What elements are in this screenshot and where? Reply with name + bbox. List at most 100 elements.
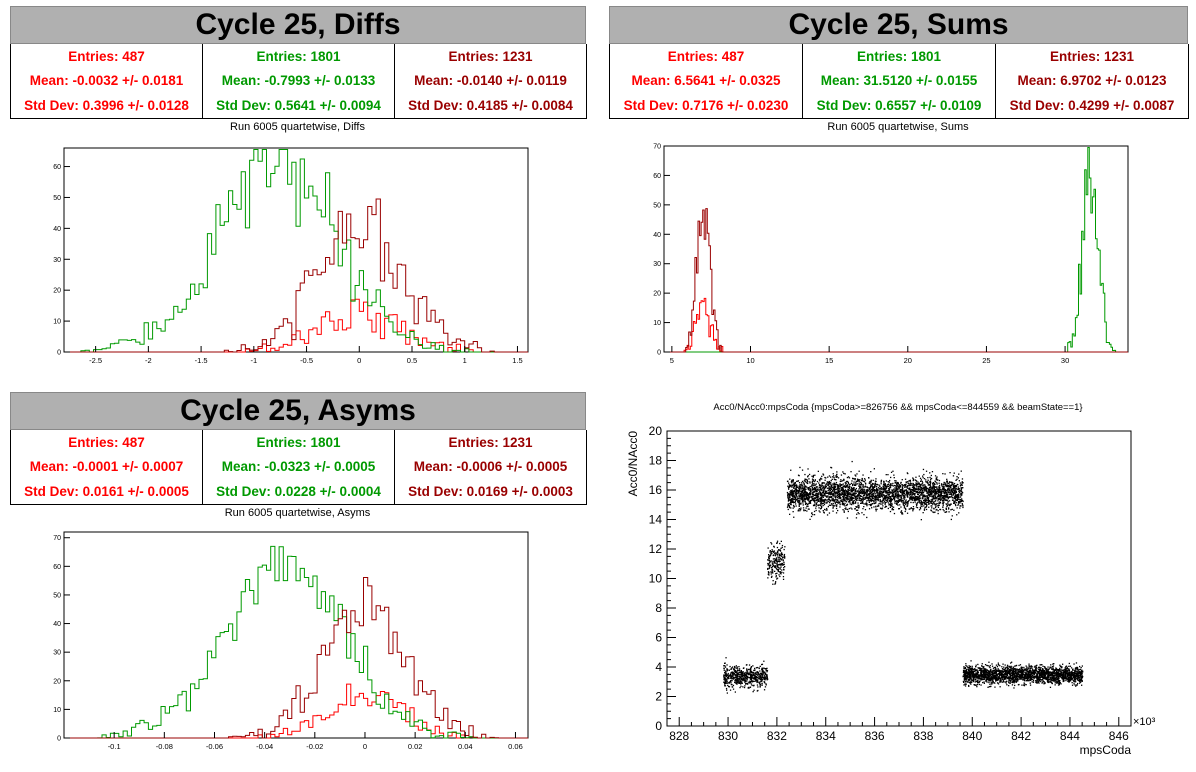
scatter-point [1033,666,1036,668]
scatter-point [1001,681,1004,683]
scatter-point [835,492,838,494]
scatter-point [792,492,794,494]
scatter-point [875,478,877,480]
scatter-point [724,679,726,681]
scatter-point [782,576,785,578]
scatter-point [1019,674,1021,676]
scatter-point [900,482,902,484]
scatter-point [807,481,809,483]
scatter-point [777,570,779,573]
scatter-point [834,490,836,492]
scatter-point [933,492,935,494]
scatter-point [945,484,947,487]
scatter-point [727,684,729,687]
scatter-point [819,501,821,503]
scatter-point [926,497,929,500]
scatter-point [853,483,855,485]
scatter-point [764,686,767,688]
scatter-point [929,481,931,483]
scatter-point [954,500,956,502]
scatter-point [808,478,810,480]
scatter-point [828,475,831,477]
scatter-point [827,506,829,508]
scatter-point [843,496,845,498]
y-tick-label: 10 [653,320,661,327]
scatter-point [1062,680,1064,683]
scatter-point [834,500,836,502]
scatter-point [1053,680,1055,682]
scatter-point [905,489,907,492]
scatter-point [875,490,878,492]
scatter-point [723,674,725,676]
scatter-point [889,499,891,501]
scatter-point [952,489,954,491]
scatter-point [958,497,960,499]
scatter-point [846,484,849,486]
scatter-point [924,484,926,486]
scatter-point [946,495,949,497]
scatter-point [951,494,953,496]
scatter-point [828,504,830,506]
scatter-point [944,473,946,475]
scatter-point [958,487,960,490]
scatter-point [761,678,763,680]
scatter-point [910,507,912,509]
scatter-point [834,486,836,488]
scatter-point [1056,670,1058,673]
scatter-point [781,544,784,547]
scatter-point [910,495,912,498]
scatter-point [778,560,780,562]
scatter-point [931,491,933,493]
scatter-point [1047,666,1049,668]
scatter-point [1012,666,1014,668]
scatter-point [777,557,779,559]
scatter-point [816,480,819,483]
scatter-point [799,508,801,510]
scatter-point [818,486,820,488]
scatter-point [834,483,837,486]
scatter-point [899,498,901,500]
y-tick-label: 40 [53,621,61,628]
plot-frame [63,147,529,353]
scatter-point [914,490,916,493]
scatter-point [857,504,859,506]
scatter-point [885,495,887,498]
scatter-point [953,502,956,504]
scatter-point [848,498,850,501]
scatter-point [810,496,812,498]
scatter-point [832,506,834,508]
scatter-point [761,668,764,671]
scatter-point [748,673,750,676]
scatter-point [770,564,772,566]
scatter-point [766,676,768,678]
scatter-point [888,491,891,494]
scatter-point [882,489,884,491]
scatter-point [938,495,940,497]
scatter-point [723,677,725,679]
scatter-point [912,497,914,499]
scatter-point [817,494,819,496]
scatter-point [724,681,727,683]
scatter-point [951,491,954,494]
scatter-point [812,499,814,501]
x-tick-label: -0.06 [206,742,223,751]
scatter-point [815,507,817,509]
scatter-point [797,474,800,476]
scatter-point [793,486,795,488]
scatter-point [882,485,884,487]
scatter-point [761,674,763,676]
scatter-point [926,504,928,507]
scatter-point [809,489,811,491]
scatter-point [846,492,848,494]
scatter-point [806,493,808,496]
scatter-point [784,556,786,558]
scatter-point [818,507,820,509]
scatter-point [793,482,795,484]
scatter-point [831,485,833,487]
scatter-point [947,486,949,488]
scatter-point [890,476,892,479]
scatter-point [1028,673,1030,675]
scatter-point [864,498,866,500]
scatter-point [911,499,914,501]
scatter-point [978,681,980,684]
